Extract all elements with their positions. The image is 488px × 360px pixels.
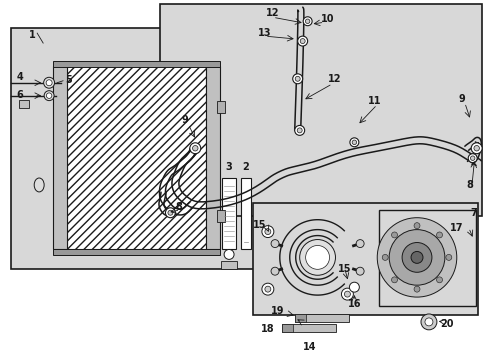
Ellipse shape: [34, 178, 44, 192]
Circle shape: [391, 232, 397, 238]
Bar: [160, 4, 481, 216]
Circle shape: [44, 91, 54, 100]
Circle shape: [410, 251, 422, 264]
Bar: [241, 178, 250, 249]
Bar: [53, 61, 220, 67]
Circle shape: [470, 143, 481, 154]
Text: 15: 15: [253, 220, 266, 230]
Circle shape: [424, 318, 432, 326]
Text: 18: 18: [261, 324, 274, 334]
Bar: [222, 178, 236, 249]
Text: 6: 6: [17, 90, 23, 100]
Circle shape: [262, 226, 273, 238]
Text: 1: 1: [29, 30, 36, 40]
Bar: [252, 203, 477, 315]
Text: 12: 12: [327, 74, 341, 84]
Circle shape: [305, 19, 309, 23]
Circle shape: [436, 277, 442, 283]
Circle shape: [192, 145, 198, 151]
Circle shape: [292, 74, 302, 84]
Text: 3: 3: [225, 162, 232, 172]
Bar: [53, 249, 220, 255]
Text: 9: 9: [182, 116, 188, 126]
Bar: [379, 210, 475, 306]
Text: 11: 11: [367, 96, 380, 105]
Circle shape: [349, 282, 359, 292]
Text: 15: 15: [337, 264, 350, 274]
Circle shape: [401, 243, 431, 272]
Circle shape: [46, 80, 52, 86]
Bar: [206, 66, 220, 249]
Text: 19: 19: [270, 306, 284, 316]
Circle shape: [469, 156, 474, 161]
Circle shape: [262, 283, 273, 295]
Bar: [67, 66, 206, 249]
Circle shape: [167, 210, 173, 215]
Text: 13: 13: [258, 28, 271, 38]
Circle shape: [303, 17, 311, 26]
Circle shape: [436, 232, 442, 238]
Bar: [281, 324, 336, 332]
Bar: [19, 100, 29, 108]
Circle shape: [445, 255, 451, 260]
Circle shape: [413, 223, 419, 229]
Circle shape: [355, 240, 364, 248]
Text: 20: 20: [439, 319, 453, 329]
Circle shape: [165, 208, 175, 218]
Circle shape: [270, 267, 279, 275]
Circle shape: [391, 277, 397, 283]
Bar: [294, 314, 305, 322]
Circle shape: [264, 286, 270, 292]
Text: 8: 8: [175, 202, 182, 212]
Circle shape: [297, 128, 302, 133]
Circle shape: [420, 314, 436, 330]
Bar: [217, 100, 224, 113]
Circle shape: [297, 36, 307, 46]
Text: 9: 9: [457, 94, 464, 104]
Text: 17: 17: [449, 222, 463, 233]
Bar: [53, 66, 67, 249]
Text: 4: 4: [17, 72, 23, 82]
Circle shape: [341, 288, 353, 300]
Circle shape: [376, 218, 456, 297]
Bar: [281, 324, 292, 332]
Circle shape: [473, 145, 478, 151]
Text: 2: 2: [242, 162, 249, 172]
Circle shape: [351, 140, 356, 144]
Text: 10: 10: [320, 14, 334, 24]
Text: 5: 5: [65, 75, 72, 85]
Circle shape: [413, 286, 419, 292]
Circle shape: [305, 246, 329, 269]
Circle shape: [295, 76, 300, 81]
Circle shape: [46, 93, 52, 98]
Text: 8: 8: [466, 180, 472, 190]
Text: 7: 7: [469, 208, 476, 218]
Circle shape: [264, 229, 270, 235]
Circle shape: [344, 291, 350, 297]
Text: 14: 14: [302, 342, 316, 352]
Text: 16: 16: [347, 299, 360, 309]
Circle shape: [388, 230, 444, 285]
Circle shape: [349, 138, 358, 147]
Circle shape: [382, 255, 387, 260]
Circle shape: [355, 267, 364, 275]
Circle shape: [43, 77, 55, 88]
Circle shape: [468, 154, 476, 163]
Circle shape: [224, 249, 234, 260]
Bar: [221, 261, 237, 269]
Bar: [294, 314, 349, 322]
Circle shape: [270, 240, 279, 248]
Circle shape: [294, 125, 304, 135]
Text: 12: 12: [265, 8, 279, 18]
Circle shape: [189, 143, 201, 154]
Bar: [217, 210, 224, 222]
Circle shape: [299, 239, 335, 275]
Bar: [11, 28, 271, 269]
Circle shape: [300, 39, 305, 44]
